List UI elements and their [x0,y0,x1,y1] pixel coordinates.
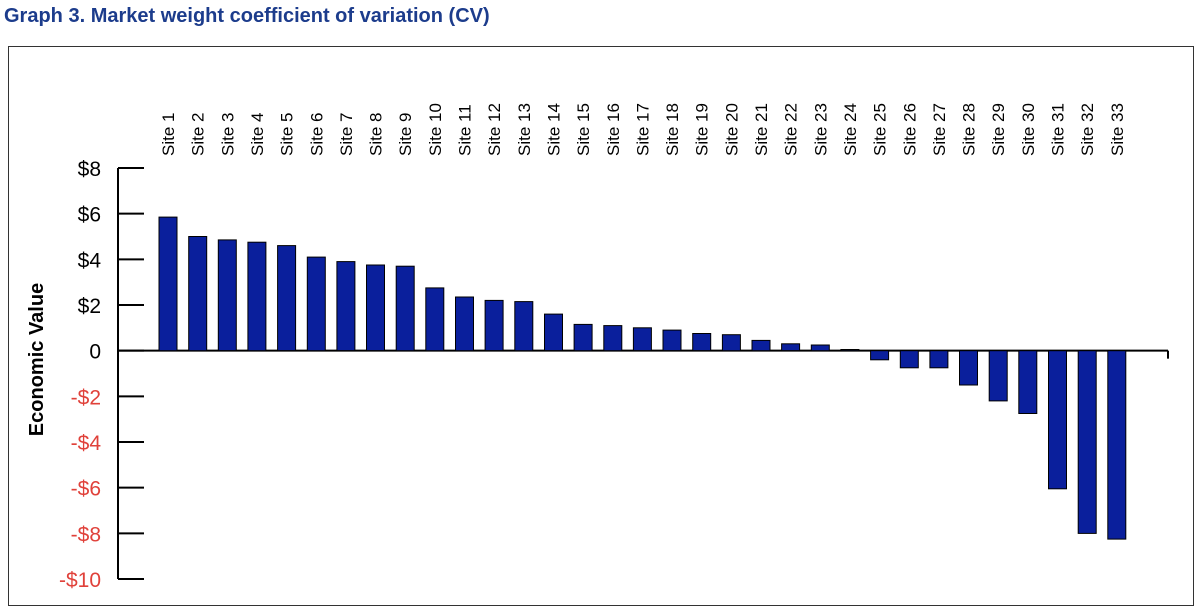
bar [336,261,356,352]
category-label: Site 26 [900,103,919,156]
category-label: Site 6 [307,113,326,156]
bar [1077,350,1097,534]
category-label: Site 23 [811,103,830,156]
category-label: Site 11 [456,104,475,156]
y-tick-label: -$4 [71,432,102,455]
bar [366,264,385,352]
bar [840,349,860,352]
category-label: Site 13 [515,103,534,156]
category-label: Site 29 [989,103,1008,156]
bar [632,327,652,352]
category-label: Site 32 [1078,103,1097,156]
category-label: Site 14 [545,103,564,156]
bar [395,265,415,352]
bar [455,296,474,352]
bar [929,350,949,369]
bar [721,334,741,352]
category-label: Site 21 [752,103,771,156]
bar [781,343,801,352]
y-tick-label: -$8 [71,523,101,546]
y-ticks: $8 $6 $4 $2 0 -$2 -$4 -$6 -$8 -$10 [59,158,144,592]
axes [117,168,1169,579]
category-label: Site 16 [604,103,623,156]
bar [425,287,445,352]
bar [573,323,593,352]
category-label: Site 12 [485,103,504,156]
category-label: Site 8 [367,113,386,156]
category-label: Site 24 [841,103,860,156]
bar [484,299,504,352]
bar [158,216,178,352]
category-label: Site 22 [782,103,801,156]
category-label: Site 5 [278,113,297,156]
category-label: Site 7 [337,113,356,156]
y-tick-label: $8 [78,158,101,181]
category-label: Site 20 [722,103,741,156]
category-label: Site 3 [218,113,237,156]
category-labels: Site 1 Site 2 Site 3 Site 4 Site 5 Site 6 Site… [159,103,1127,156]
bars [158,216,1127,540]
bar [988,350,1008,402]
bar [1048,350,1067,490]
category-label: Site 4 [248,113,267,156]
y-tick-label: $6 [78,204,101,227]
bar [306,256,326,352]
y-tick-label: $4 [78,249,102,272]
category-label: Site 19 [693,103,712,156]
category-label: Site 30 [1019,103,1038,156]
category-label: Site 28 [960,103,979,156]
bar [544,313,563,352]
category-label: Site 31 [1049,103,1068,156]
category-label: Site 10 [426,103,445,156]
bar [899,350,919,369]
bar [662,329,682,352]
bar [810,344,830,352]
y-tick-label: -$2 [71,386,101,409]
bar [959,350,978,386]
y-tick-label: 0 [89,341,101,364]
bar [217,239,237,352]
bar [514,301,534,352]
bar [751,339,771,352]
y-axis-label: Economic Value [26,283,48,436]
bar [1107,350,1127,540]
bar [1018,350,1038,415]
y-tick-label: $2 [78,295,101,318]
category-label: Site 33 [1108,103,1127,156]
category-label: Site 15 [574,103,593,156]
bar [603,325,623,352]
chart-frame [8,46,1194,606]
bar [277,245,297,352]
bar [247,241,267,352]
category-label: Site 18 [663,103,682,156]
category-label: Site 27 [930,103,949,156]
category-label: Site 9 [396,113,415,156]
category-label: Site 2 [189,113,208,156]
y-tick-label: -$6 [71,478,101,501]
y-tick-label: -$10 [59,569,101,592]
bar [692,333,712,352]
category-label: Site 17 [633,103,652,156]
category-label: Site 25 [871,103,890,156]
category-label: Site 1 [159,113,178,156]
bar [188,236,208,352]
chart-title: Graph 3. Market weight coefficient of va… [4,5,490,27]
bar [870,350,890,361]
